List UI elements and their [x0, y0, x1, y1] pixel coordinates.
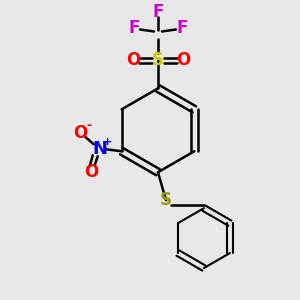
Text: O: O: [73, 124, 87, 142]
Text: -: -: [86, 119, 91, 132]
Text: S: S: [152, 51, 164, 69]
Text: O: O: [126, 51, 140, 69]
Text: O: O: [85, 163, 99, 181]
Text: F: F: [128, 20, 140, 38]
Text: O: O: [176, 51, 190, 69]
Text: F: F: [152, 2, 164, 20]
Text: N: N: [92, 140, 107, 158]
Text: F: F: [176, 20, 188, 38]
Text: S: S: [160, 191, 172, 209]
Text: +: +: [103, 137, 112, 147]
